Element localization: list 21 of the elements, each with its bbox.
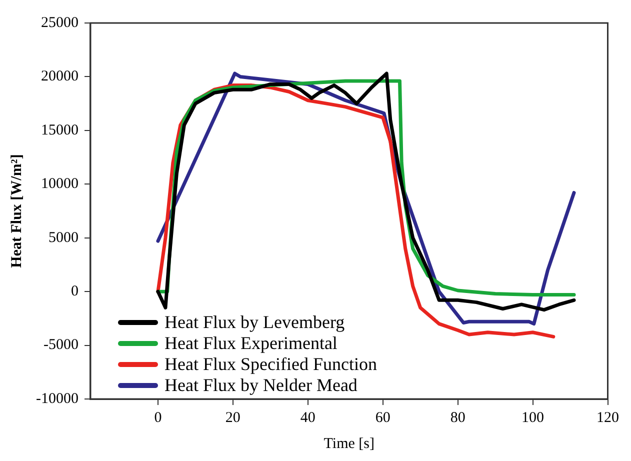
y-tick-label: 5000 (48, 230, 78, 246)
x-tick-label: 60 (375, 410, 390, 426)
y-tick-label: 15000 (40, 122, 78, 138)
y-tick-label: 10000 (40, 176, 78, 192)
legend-label: Heat Flux by Nelder Mead (164, 375, 358, 396)
x-tick-label: 0 (154, 410, 162, 426)
x-tick-label: 100 (522, 410, 544, 426)
legend-label: Heat Flux by Levemberg (164, 312, 345, 333)
y-tick-label: 0 (70, 284, 78, 300)
x-tick-label: 20 (225, 410, 240, 426)
legend-label: Heat Flux Experimental (164, 333, 338, 354)
x-tick-label: 40 (300, 410, 316, 426)
x-tick-label: 120 (596, 410, 619, 426)
y-tick-label: 25000 (40, 14, 78, 31)
x-axis-title: Time [s] (324, 436, 374, 452)
x-tick-label: 80 (450, 410, 466, 426)
y-axis-title: Heat Flux [W/m²] (8, 154, 25, 268)
y-tick-label: 20000 (40, 68, 78, 85)
y-tick-label: -10000 (36, 390, 78, 407)
y-tick-label: -5000 (43, 337, 78, 354)
legend-label: Heat Flux Specified Function (164, 354, 377, 375)
